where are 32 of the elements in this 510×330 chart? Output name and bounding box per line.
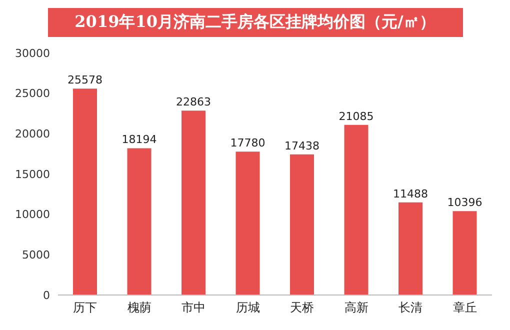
bar <box>452 211 477 295</box>
x-tick-label: 长清 <box>398 300 423 315</box>
data-label: 18194 <box>122 133 157 146</box>
data-label: 21085 <box>338 110 374 123</box>
data-label: 11488 <box>393 187 428 200</box>
data-label: 25578 <box>68 74 102 87</box>
x-tick-label: 章丘 <box>452 300 477 315</box>
x-tick-label: 天桥 <box>290 300 314 315</box>
x-tick-label: 槐荫 <box>127 300 152 315</box>
x-tick-label: 市中 <box>182 300 206 315</box>
y-tick-label: 10000 <box>15 208 50 222</box>
bar <box>236 152 260 295</box>
bar <box>127 148 152 295</box>
data-label: 17438 <box>284 139 320 152</box>
x-tick-label: 历下 <box>73 300 98 315</box>
bar <box>344 124 368 295</box>
y-tick-label: 30000 <box>15 46 50 60</box>
y-tick-label: 0 <box>43 288 50 302</box>
y-tick-label: 5000 <box>22 248 50 262</box>
bar <box>290 154 314 295</box>
y-tick-label: 25000 <box>15 87 50 100</box>
x-tick-label: 历城 <box>236 300 260 315</box>
bar <box>398 202 422 295</box>
data-label: 22863 <box>176 96 211 109</box>
bar <box>182 110 206 295</box>
y-tick-label: 15000 <box>15 168 50 181</box>
data-label: 17780 <box>230 136 266 150</box>
y-tick-label: 20000 <box>15 128 50 141</box>
chart-title: 2019年10月济南二手房各区挂牌均价图（元/㎡） <box>48 8 462 37</box>
x-tick-label: 高新 <box>344 300 368 315</box>
bar <box>73 88 97 295</box>
data-label: 10396 <box>447 196 482 210</box>
